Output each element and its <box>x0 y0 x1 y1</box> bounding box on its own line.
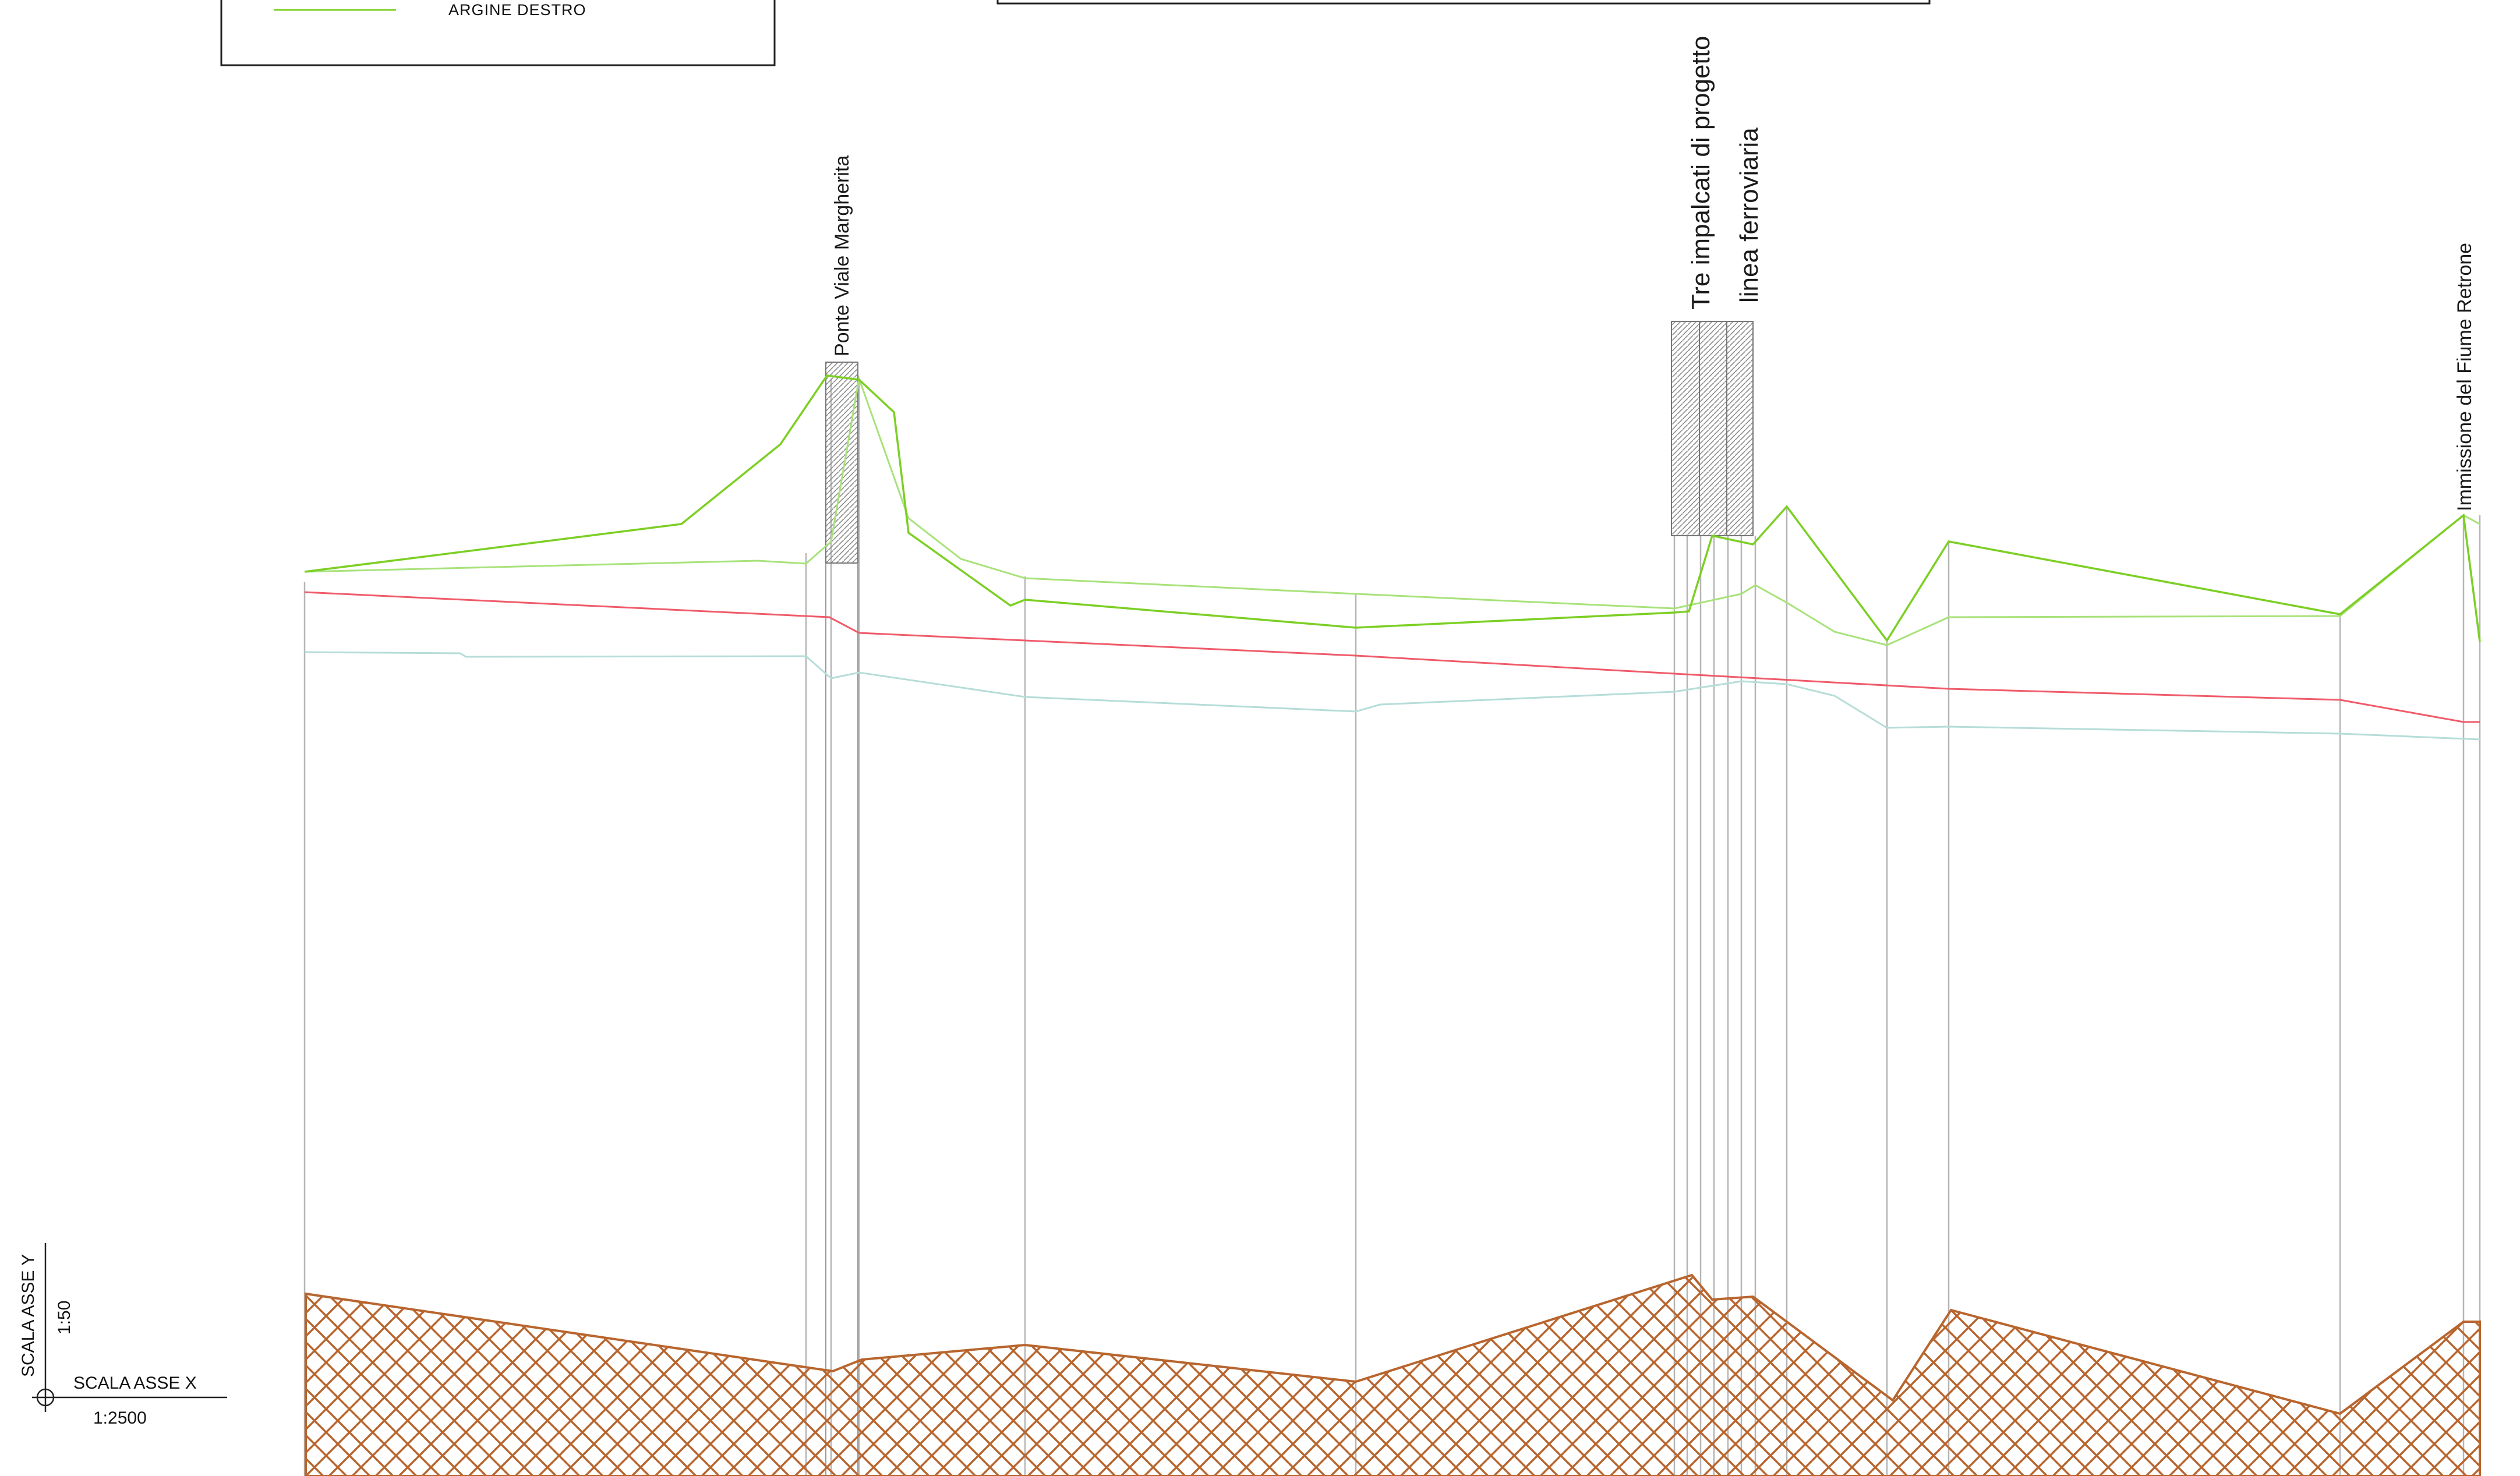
y-scale-label: SCALA ASSE Y <box>19 1254 38 1377</box>
riverbed-hatched-area <box>305 1273 2481 1476</box>
railway-label-line2: linea ferroviaria <box>1735 128 1763 303</box>
right-bank-legend-label: ARGINE DESTRO <box>448 1 586 19</box>
cross-section-lines <box>303 378 2481 1476</box>
energy-line <box>304 651 2480 741</box>
railway-label-line1: Tre impalcati di progetto <box>1687 36 1715 310</box>
left-bank-line <box>304 375 2480 646</box>
water-level-line <box>304 591 2480 723</box>
x-scale-label: SCALA ASSE X <box>73 1374 197 1393</box>
bridge-deck <box>825 362 858 1476</box>
bridge-label: Ponte Viale Margherita <box>831 155 853 356</box>
railway-decks <box>1671 321 1754 536</box>
confluence-label: Immissione del Fiume Retrone <box>2454 243 2476 511</box>
x-scale-value: 1:2500 <box>93 1408 147 1428</box>
legend-box: ARGINE DESTRO <box>220 0 776 66</box>
y-scale-value: 1:50 <box>55 1301 74 1335</box>
title-frame <box>996 0 1931 5</box>
scale-indicator: SCALA ASSE Y 1:50 SCALA ASSE X 1:2500 <box>19 1243 227 1428</box>
scale-origin-icon <box>36 1388 55 1407</box>
right-bank-line <box>304 374 2481 643</box>
